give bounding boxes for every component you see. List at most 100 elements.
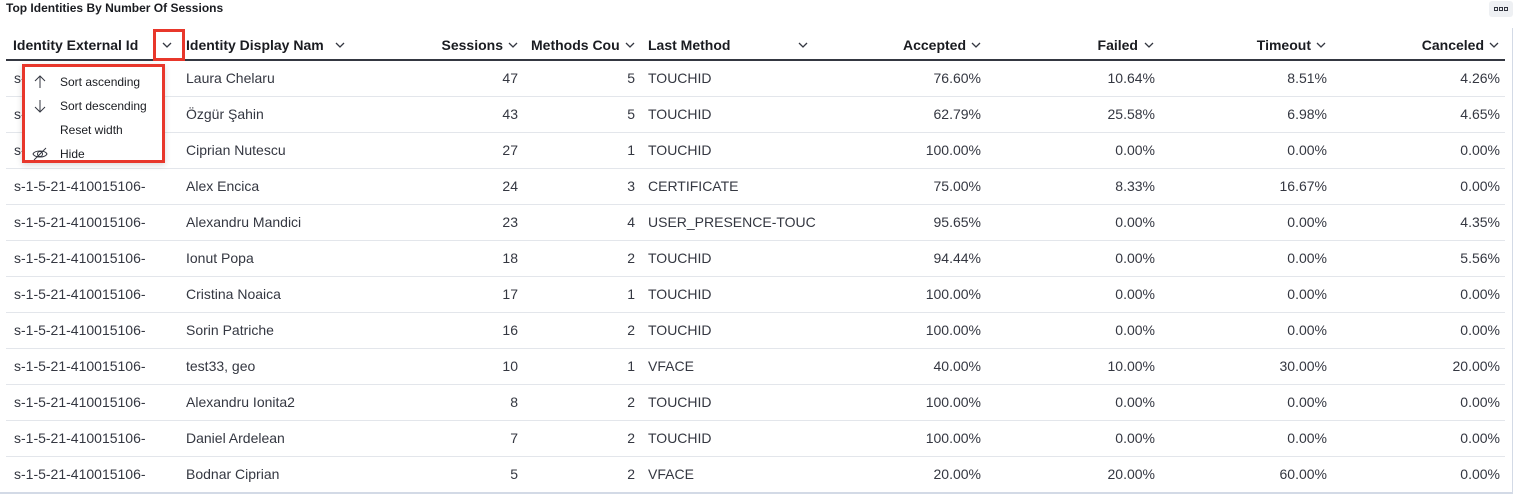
- panel-options[interactable]: [1489, 1, 1513, 17]
- chevron-icon[interactable]: [798, 41, 808, 49]
- chevron-icon[interactable]: [335, 41, 345, 49]
- table-cell: 7: [510, 430, 518, 446]
- table-cell: 0.00%: [1287, 322, 1327, 338]
- chevron-icon[interactable]: [508, 41, 518, 49]
- column-header[interactable]: Identity Display Nam: [186, 37, 324, 53]
- table-cell: 4.26%: [1460, 70, 1500, 86]
- table-cell: 10.64%: [1107, 70, 1155, 86]
- column-header[interactable]: Identity External Id: [13, 37, 139, 53]
- table-cell: s-1-5-21-410015106-: [14, 286, 146, 302]
- table-cell: 100.00%: [925, 394, 981, 410]
- column-header[interactable]: Canceled: [1421, 37, 1484, 53]
- table-cell: 8: [510, 394, 518, 410]
- row-divider: [6, 132, 1505, 133]
- table-cell: 16: [502, 322, 518, 338]
- menu-item[interactable]: Sort ascending: [60, 75, 141, 89]
- table-cell: 1: [627, 286, 635, 302]
- table-cell: 5: [627, 106, 635, 122]
- table-cell: 0.00%: [1115, 394, 1155, 410]
- menu-item[interactable]: Sort descending: [60, 99, 147, 113]
- table-cell: 20.00%: [1107, 466, 1155, 482]
- table-cell: 0.00%: [1115, 286, 1155, 302]
- table-cell: 100.00%: [925, 322, 981, 338]
- column-header[interactable]: Last Method: [648, 37, 731, 53]
- table-cell: Alex Encica: [186, 178, 260, 194]
- table-cell: 2: [627, 394, 635, 410]
- table-cell: 94.44%: [933, 250, 981, 266]
- table-cell: 17: [502, 286, 518, 302]
- table-cell: 0.00%: [1115, 142, 1155, 158]
- table-cell: TOUCHID: [648, 286, 712, 302]
- table-cell: 0.00%: [1287, 394, 1327, 410]
- menu-item[interactable]: Hide: [60, 147, 85, 161]
- table-cell: VFACE: [648, 358, 694, 374]
- column-header[interactable]: Methods Cou: [531, 37, 620, 53]
- table-cell: 5: [627, 70, 635, 86]
- column-header[interactable]: Timeout: [1256, 37, 1311, 53]
- table-cell: s-1-5-21-410015106-: [14, 394, 146, 410]
- column-header[interactable]: Failed: [1097, 37, 1138, 53]
- table-cell: TOUCHID: [648, 322, 712, 338]
- chevron-icon[interactable]: [971, 41, 981, 49]
- table-cell: 0.00%: [1287, 214, 1327, 230]
- row-divider: [6, 276, 1505, 277]
- table-cell: 10: [502, 358, 518, 374]
- row-divider: [6, 348, 1505, 349]
- table-cell: Laura Chelaru: [186, 70, 275, 86]
- table-cell: Ciprian Nutescu: [186, 142, 286, 158]
- row-divider: [6, 168, 1505, 169]
- table-cell: 0.00%: [1460, 142, 1500, 158]
- sort-descending-icon: [34, 100, 46, 113]
- table-cell: 6.98%: [1287, 106, 1327, 122]
- chevron-icon[interactable]: [625, 41, 635, 49]
- row-divider: [6, 204, 1505, 205]
- row-divider: [6, 312, 1505, 313]
- table-cell: 100.00%: [925, 142, 981, 158]
- table-cell: TOUCHID: [648, 250, 712, 266]
- column-menu: Sort ascending Sort descending Reset width…: [22, 64, 165, 163]
- table-cell: s-1-5-21-410015106-: [14, 430, 146, 446]
- table-cell: s-1-5-21-410015106-: [14, 214, 146, 230]
- table-cell: 0.00%: [1287, 286, 1327, 302]
- table-cell: 0.00%: [1115, 430, 1155, 446]
- table-cell: 60.00%: [1279, 466, 1327, 482]
- table-cell: s-1-5-21-410015106-: [14, 178, 146, 194]
- table-cell: 2: [627, 466, 635, 482]
- table-cell: 4: [627, 214, 635, 230]
- header-border: [6, 59, 1505, 61]
- menu-item[interactable]: Reset width: [60, 123, 123, 137]
- table-cell: 75.00%: [933, 178, 981, 194]
- row-divider: [6, 456, 1505, 457]
- column-header[interactable]: Accepted: [902, 37, 966, 53]
- table-cell: s-1-5-21-410015106-: [14, 358, 146, 374]
- table-cell: 18: [502, 250, 518, 266]
- table-cell: 100.00%: [925, 286, 981, 302]
- table-cell: 8.51%: [1287, 70, 1327, 86]
- chevron-icon[interactable]: [1489, 41, 1499, 49]
- table-cell: Alexandru Ionita2: [186, 394, 295, 410]
- row-divider: [6, 240, 1505, 241]
- table-cell: 20.00%: [933, 466, 981, 482]
- table-cell: 0.00%: [1287, 430, 1327, 446]
- table-cell: Bodnar Ciprian: [186, 466, 280, 482]
- chevron-icon[interactable]: [162, 41, 172, 49]
- table-cell: 4.65%: [1460, 106, 1500, 122]
- table-cell: 0.00%: [1115, 250, 1155, 266]
- table-cell: 5: [510, 466, 518, 482]
- table-cell: Alexandru Mandici: [186, 214, 302, 230]
- table-cell: Cristina Noaica: [186, 286, 281, 302]
- chevron-icon[interactable]: [1316, 41, 1326, 49]
- table-cell: 43: [502, 106, 518, 122]
- table-cell: VFACE: [648, 466, 694, 482]
- table-cell: Ionut Popa: [186, 250, 254, 266]
- table-cell: TOUCHID: [648, 142, 712, 158]
- row-divider: [6, 96, 1505, 97]
- table-cell: 5.56%: [1460, 250, 1500, 266]
- table-cell: USER_PRESENCE-TOUC: [648, 214, 816, 230]
- table-cell: 23: [502, 214, 518, 230]
- column-actions-button[interactable]: [153, 29, 185, 61]
- chevron-icon[interactable]: [1144, 41, 1154, 49]
- column-header[interactable]: Sessions: [441, 37, 503, 53]
- table-cell: 2: [627, 250, 635, 266]
